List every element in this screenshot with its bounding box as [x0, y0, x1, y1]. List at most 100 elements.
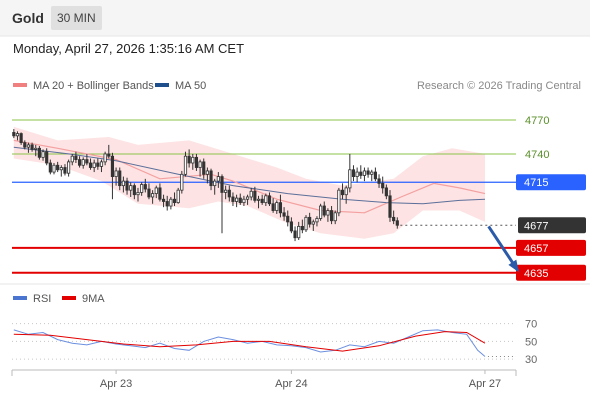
- candle-body: [315, 218, 319, 223]
- candle: [235, 194, 239, 208]
- candle: [344, 185, 348, 204]
- x-tick-label: Apr 24: [275, 378, 307, 390]
- candle-body: [147, 188, 151, 198]
- candle: [300, 219, 304, 234]
- candle: [238, 193, 242, 205]
- candle-body: [30, 144, 34, 150]
- candle: [77, 156, 82, 168]
- candle-body: [293, 230, 297, 239]
- candle: [154, 185, 158, 199]
- candle-body: [297, 225, 301, 239]
- candle-body: [249, 190, 253, 198]
- candle: [132, 183, 136, 200]
- legend-ma50: MA 50: [155, 80, 206, 92]
- candle: [96, 158, 100, 170]
- ma50-swatch: [155, 83, 169, 88]
- candle: [260, 194, 264, 205]
- candle: [30, 142, 34, 152]
- candle: [34, 144, 38, 157]
- candle: [15, 131, 20, 141]
- candle: [253, 186, 257, 203]
- candle: [147, 183, 151, 200]
- candle-body: [355, 171, 359, 177]
- candle: [169, 196, 173, 210]
- candle: [136, 187, 140, 202]
- timeframe-button[interactable]: 30 MIN: [51, 6, 102, 30]
- candle-body: [154, 187, 158, 194]
- candle-body: [245, 196, 250, 200]
- symbol-title: Gold: [12, 10, 44, 26]
- rsi-line: [13, 329, 486, 357]
- candle: [227, 185, 231, 202]
- candle-body: [275, 202, 279, 211]
- candle: [70, 153, 74, 166]
- rsi-swatch: [13, 296, 27, 301]
- candle-body: [121, 180, 125, 187]
- candle-body: [96, 162, 100, 167]
- candle: [286, 210, 290, 227]
- candle-body: [329, 210, 334, 222]
- candle-body: [198, 161, 202, 168]
- candle: [329, 206, 334, 225]
- candle: [41, 149, 45, 161]
- candle: [388, 190, 392, 222]
- candle-body: [161, 198, 166, 202]
- candle: [158, 183, 162, 202]
- candle: [59, 165, 63, 177]
- candle: [74, 151, 78, 163]
- level-tag-4715: [516, 174, 586, 191]
- candle-body: [45, 151, 49, 164]
- candle-body: [92, 162, 96, 168]
- x-tick-label: Apr 23: [100, 378, 132, 390]
- candle-body: [377, 178, 381, 184]
- candle-body: [395, 220, 399, 226]
- level-tag-4635: [516, 264, 586, 281]
- candle: [242, 195, 246, 207]
- candle: [176, 187, 180, 204]
- candle-body: [366, 170, 370, 175]
- candle: [271, 198, 275, 213]
- candle-body: [359, 171, 363, 176]
- candle-body: [143, 184, 147, 190]
- candle-body: [23, 142, 27, 148]
- candle: [37, 146, 41, 160]
- candle-body: [202, 161, 206, 175]
- candle: [216, 172, 220, 188]
- candle-body: [132, 185, 136, 196]
- candle-body: [362, 170, 367, 176]
- candle: [289, 217, 293, 234]
- credit-text: Research © 2026 Trading Central: [416, 80, 581, 92]
- candle-body: [253, 190, 257, 201]
- ma50-line: [13, 146, 486, 205]
- candle: [311, 219, 315, 231]
- candle-body: [333, 212, 337, 222]
- candle: [191, 153, 195, 170]
- candle-body: [136, 192, 140, 196]
- candle: [125, 177, 129, 195]
- candle-body: [322, 205, 326, 216]
- candle: [326, 208, 330, 222]
- candle-body: [41, 151, 45, 158]
- candle: [194, 153, 199, 171]
- candle: [377, 174, 381, 188]
- candle: [99, 159, 104, 173]
- candle: [384, 184, 388, 200]
- candle-body: [56, 164, 60, 171]
- candle: [92, 159, 96, 173]
- candle: [275, 200, 279, 214]
- candle: [114, 167, 118, 186]
- candle-body: [282, 212, 286, 217]
- candle: [48, 159, 52, 175]
- candle-body: [224, 189, 228, 193]
- candle: [282, 207, 286, 221]
- ma20-swatch: [13, 83, 27, 88]
- candle-body: [216, 176, 220, 182]
- candle-body: [267, 195, 272, 205]
- candle-body: [59, 167, 63, 171]
- candle: [308, 212, 312, 228]
- candle-body: [19, 133, 23, 144]
- candle-body: [34, 147, 38, 150]
- candle-body: [264, 195, 268, 204]
- candle-body: [110, 155, 115, 177]
